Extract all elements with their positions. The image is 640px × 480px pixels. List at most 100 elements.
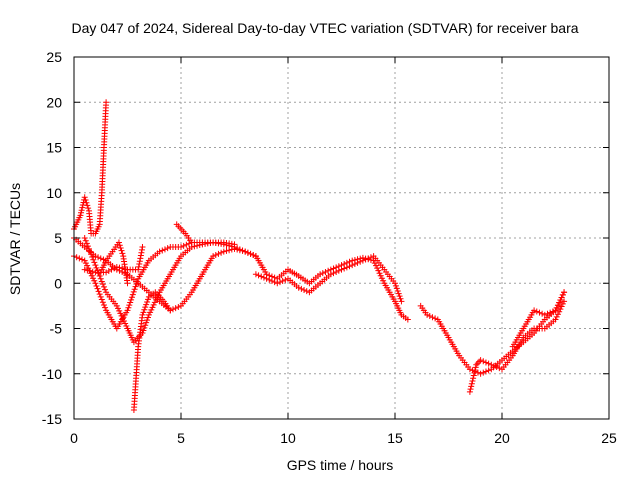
y-tick-label: 20	[46, 94, 62, 110]
data-point	[223, 247, 230, 254]
data-point	[83, 199, 90, 206]
data-point	[274, 280, 281, 287]
x-tick-label: 15	[387, 430, 403, 446]
data-point	[467, 386, 474, 393]
data-point	[89, 268, 96, 275]
data-track	[252, 253, 411, 323]
data-point	[85, 245, 92, 252]
data-points	[71, 99, 568, 413]
data-point	[135, 263, 142, 270]
data-point	[298, 285, 305, 292]
data-point	[87, 268, 94, 275]
data-point	[472, 364, 479, 371]
data-point	[357, 258, 364, 265]
data-point	[117, 244, 124, 251]
data-point	[556, 299, 563, 306]
data-point	[260, 274, 267, 281]
data-point	[100, 301, 107, 308]
data-point	[144, 314, 151, 321]
data-point	[81, 194, 88, 201]
data-track	[130, 289, 174, 413]
data-point	[236, 246, 243, 253]
data-point	[325, 267, 332, 274]
data-track	[466, 298, 568, 395]
data-point	[113, 263, 120, 270]
data-point	[375, 267, 382, 274]
data-point	[148, 306, 155, 313]
data-point	[126, 302, 133, 309]
data-point	[172, 305, 179, 312]
data-point	[558, 294, 565, 301]
data-point	[276, 279, 283, 286]
data-point	[82, 260, 89, 267]
data-point	[557, 297, 564, 304]
data-point	[150, 301, 157, 308]
data-point	[374, 265, 381, 272]
data-point	[473, 361, 480, 368]
grid	[74, 57, 609, 419]
data-point	[178, 244, 184, 251]
data-point	[247, 250, 254, 257]
data-point	[429, 314, 436, 321]
data-point	[394, 288, 401, 295]
data-point	[252, 271, 259, 278]
data-point	[351, 261, 358, 268]
data-point	[140, 327, 147, 334]
data-point	[144, 317, 151, 324]
x-tick-label: 0	[70, 430, 78, 446]
data-point	[156, 248, 163, 255]
data-point	[138, 246, 145, 253]
data-point	[396, 293, 403, 300]
data-point	[115, 239, 122, 246]
data-point	[88, 251, 95, 258]
data-point	[122, 320, 129, 327]
data-point	[175, 304, 182, 311]
y-tick-label: 0	[54, 275, 62, 291]
data-point	[244, 249, 251, 256]
data-point	[119, 265, 126, 272]
data-point	[559, 300, 566, 307]
data-point	[96, 273, 103, 280]
data-point	[482, 359, 489, 366]
data-point	[426, 313, 433, 320]
data-point	[81, 266, 88, 273]
data-point	[100, 256, 107, 263]
data-point	[392, 280, 398, 287]
data-point	[97, 293, 104, 300]
data-point	[301, 287, 308, 294]
data-point	[210, 253, 217, 260]
data-point	[84, 243, 91, 250]
data-point	[124, 307, 131, 314]
data-point	[424, 311, 431, 318]
data-point	[231, 241, 238, 248]
data-point	[92, 262, 99, 269]
data-point	[544, 310, 551, 317]
data-track	[98, 239, 131, 287]
data-point	[102, 286, 109, 293]
data-point	[138, 249, 145, 256]
data-point	[547, 309, 554, 316]
data-point	[144, 296, 151, 303]
data-point	[108, 266, 115, 273]
data-point	[322, 268, 329, 275]
data-point	[128, 294, 135, 301]
data-point	[90, 256, 97, 263]
data-point	[95, 254, 102, 261]
data-point	[105, 268, 112, 275]
data-point	[180, 242, 187, 249]
data-point	[482, 368, 489, 375]
data-point	[554, 302, 561, 309]
x-axis-label: GPS time / hours	[287, 457, 394, 473]
data-point	[116, 242, 123, 249]
data-point	[561, 289, 568, 296]
data-track	[252, 253, 405, 305]
data-point	[367, 254, 374, 261]
data-point	[93, 282, 100, 289]
data-point	[397, 295, 404, 302]
data-point	[466, 366, 473, 373]
data-point	[118, 312, 125, 319]
data-point	[96, 291, 103, 298]
data-point	[376, 270, 383, 277]
data-point	[552, 307, 559, 314]
data-point	[250, 251, 257, 258]
